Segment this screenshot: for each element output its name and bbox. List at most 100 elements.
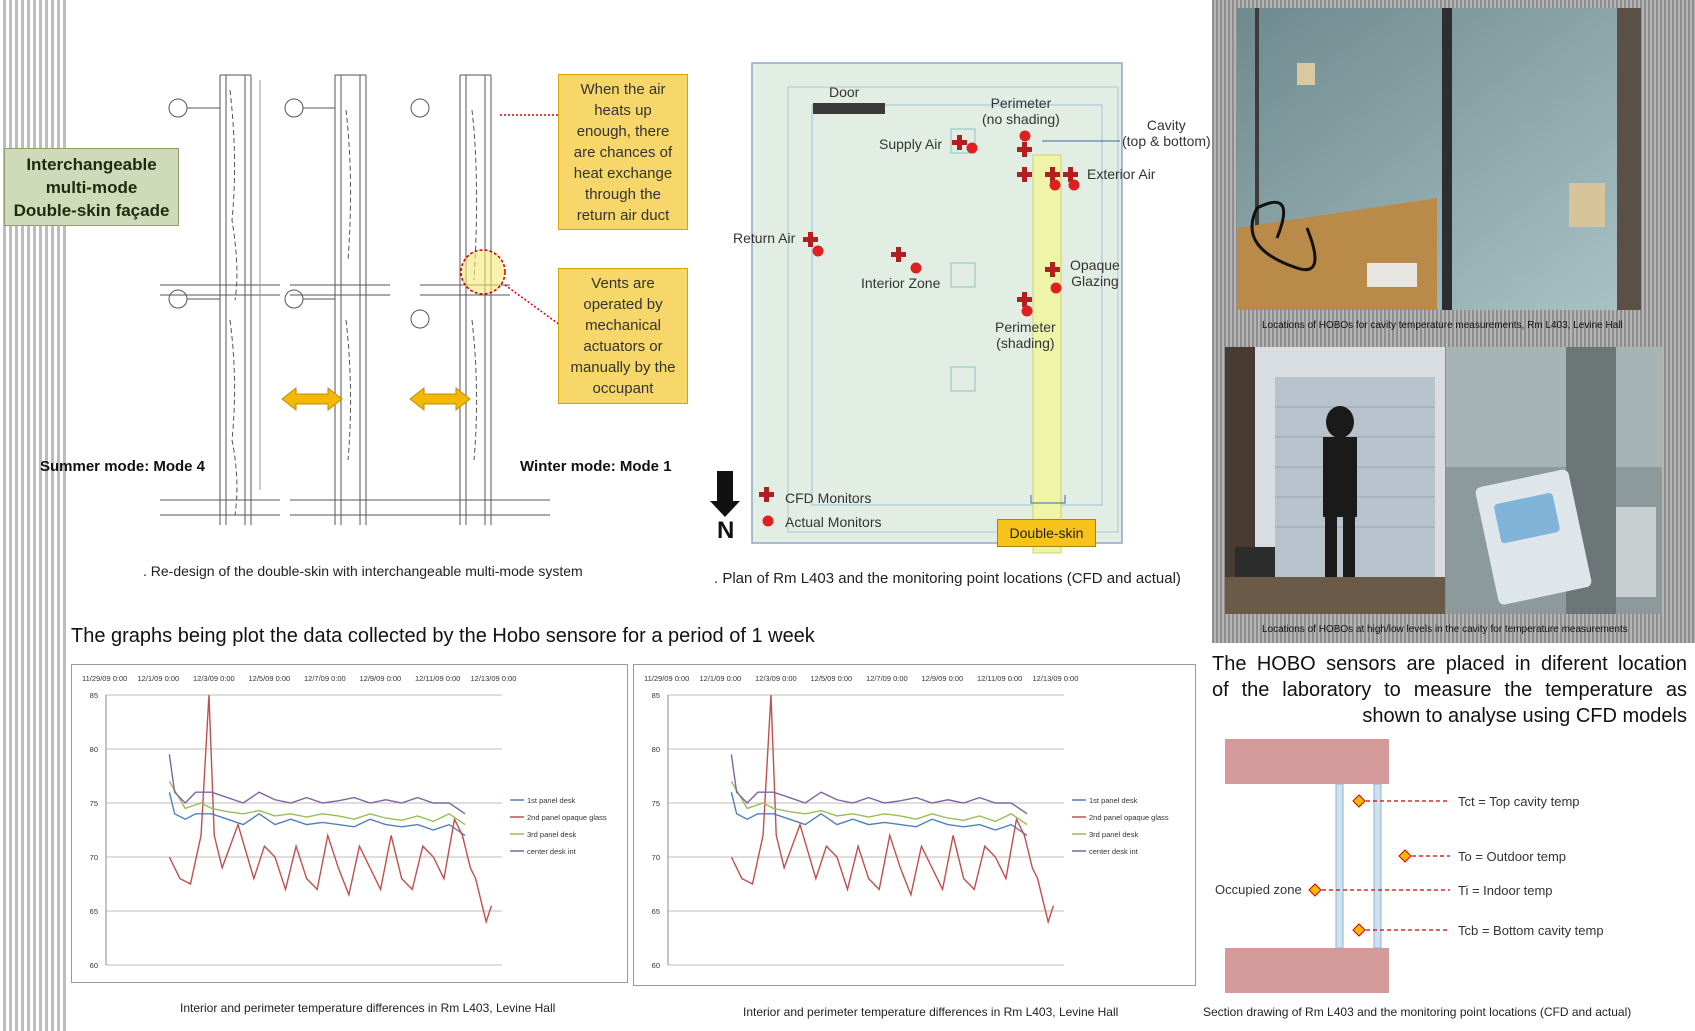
chart-box-2: 85 80 75 70 65 60 11/29/09 0:00 12/1/09 0:00 12/… (633, 664, 1196, 986)
y-tick-label: 75 (90, 799, 98, 808)
label-line: Opaque (1070, 257, 1120, 273)
section-drawing (1225, 739, 1450, 993)
sensor-markers (1308, 794, 1412, 937)
x-tick-label: 12/11/09 0:00 (415, 674, 460, 683)
y-tick-label: 80 (90, 745, 98, 754)
legend-entry: 1st panel desk (527, 796, 576, 805)
series-line (730, 694, 1055, 925)
callout-line: heat exchange (573, 164, 673, 182)
x-tick-label: 12/5/09 0:00 (811, 674, 853, 683)
y-tick-label: 60 (652, 961, 660, 970)
room-plan (710, 62, 1123, 554)
hobo-text-line: The HOBO sensors are placed in diferent … (1212, 653, 1687, 675)
plan-perimeter-no-shading: Perimeter (no shading) (982, 95, 1060, 127)
label-tct: Tct = Top cavity temp (1458, 794, 1580, 809)
chart-caption-2: Interior and perimeter temperature diffe… (743, 1005, 1119, 1019)
plan-opaque-glazing-label: Opaque Glazing (1070, 257, 1120, 289)
legend-actual-monitors: Actual Monitors (785, 514, 882, 530)
y-tick-label: 65 (90, 907, 98, 916)
callout-heat-exchange: When the air heats up enough, there are … (558, 74, 688, 230)
x-tick-label: 12/1/09 0:00 (138, 674, 180, 683)
y-tick-label: 85 (90, 691, 98, 700)
callout-line: Vents are (591, 275, 655, 292)
x-tick-label: 12/13/09 0:00 (1033, 674, 1079, 683)
y-tick-label: 60 (90, 961, 98, 970)
temperature-chart-2: 85 80 75 70 65 60 11/29/09 0:00 12/1/09 0:00 12/… (644, 674, 1169, 970)
x-tick-label: 11/29/09 0:00 (644, 674, 689, 683)
y-tick-label: 75 (652, 799, 660, 808)
x-tick-label: 12/11/09 0:00 (977, 674, 1022, 683)
plan-interior-zone-label: Interior Zone (861, 275, 941, 291)
photo-cavity-sensors (1237, 8, 1641, 310)
double-arrow-icon (409, 386, 471, 412)
section-caption: Section drawing of Rm L403 and the monit… (1203, 1005, 1632, 1019)
legend-cfd-monitors: CFD Monitors (785, 490, 872, 506)
photo-person-at-window (1225, 347, 1445, 614)
plan-caption: . Plan of Rm L403 and the monitoring poi… (714, 570, 1181, 587)
x-tick-label: 11/29/09 0:00 (82, 674, 127, 683)
x-tick-label: 12/3/09 0:00 (755, 674, 797, 683)
label-tcb: Tcb = Bottom cavity temp (1458, 923, 1604, 938)
plan-return-air-label: Return Air (733, 230, 796, 246)
photo-caption-bottom: Locations of HOBOs at high/low levels in… (1262, 624, 1628, 635)
callout-line: return air duct (576, 206, 670, 224)
facade-caption: . Re-design of the double-skin with inte… (143, 563, 583, 579)
facade-section-summer (160, 74, 280, 525)
plan-supply-air-label: Supply Air (879, 136, 943, 152)
x-tick-label: 12/7/09 0:00 (304, 674, 346, 683)
winter-mode-label: Winter mode: Mode 1 (520, 458, 672, 475)
plan-cavity-label: Cavity (top & bottom) (1122, 117, 1211, 149)
hobo-text-line: of the laboratory to measure the tempera… (1212, 679, 1687, 701)
x-tick-label: 12/13/09 0:00 (471, 674, 517, 683)
series-line (730, 781, 1028, 826)
y-tick-label: 65 (652, 907, 660, 916)
legend-entry: 1st panel desk (1089, 796, 1138, 805)
callout-line: manually by the (570, 359, 676, 376)
summer-mode-label: Summer mode: Mode 4 (40, 458, 206, 475)
photo-logger-closeup (1446, 347, 1662, 614)
series-line (168, 792, 466, 836)
label-line: (shading) (996, 335, 1055, 351)
series-line (168, 781, 466, 826)
double-arrow-icon (281, 386, 343, 412)
cfd-monitor-markers (759, 135, 1078, 502)
label-line: (no shading) (982, 111, 1060, 127)
callout-line: operated by (583, 296, 663, 313)
callout-line: enough, there (576, 122, 670, 140)
label-line: Glazing (1071, 273, 1119, 289)
callout-line: are chances of (573, 143, 673, 161)
label-line: Perimeter (995, 319, 1056, 335)
facade-label-line: Double-skin façade (13, 200, 170, 220)
series-line (730, 792, 1028, 836)
x-tick-label: 12/7/09 0:00 (866, 674, 908, 683)
legend-entry: center desk int (527, 847, 577, 856)
series-line (168, 754, 466, 815)
x-tick-label: 12/9/09 0:00 (360, 674, 402, 683)
double-skin-zone (1032, 154, 1062, 554)
facade-label-box: Interchangeable multi-mode Double-skin f… (4, 148, 179, 226)
facade-label-line: Interchangeable (26, 154, 157, 174)
label-line: Perimeter (990, 95, 1052, 111)
series-line (168, 694, 493, 925)
facade-sections-drawing (160, 74, 560, 525)
label-line: Cavity (1146, 117, 1186, 133)
y-tick-label: 70 (652, 853, 660, 862)
y-tick-label: 80 (652, 745, 660, 754)
label-to: To = Outdoor temp (1458, 849, 1567, 864)
series-line (730, 754, 1028, 815)
x-tick-label: 12/5/09 0:00 (249, 674, 291, 683)
actual-monitor-markers (762, 130, 1080, 527)
legend-entry: center desk int (1089, 847, 1139, 856)
north-arrow-icon (710, 471, 740, 517)
callout-line: occupant (592, 380, 654, 397)
chart-box-1: 85 80 75 70 65 60 11/29/09 0:00 12/1/09 0:00 12/… (71, 664, 628, 983)
plan-door-label: Door (829, 84, 860, 100)
legend-entry: 2nd panel opaque glass (1089, 813, 1169, 822)
chart-caption-1: Interior and perimeter temperature diffe… (180, 1001, 556, 1015)
x-tick-label: 12/3/09 0:00 (193, 674, 235, 683)
charts-title: The graphs being plot the data collected… (71, 625, 815, 647)
callout-line: heats up (594, 101, 652, 119)
door-icon (813, 103, 885, 114)
north-label: N (717, 517, 735, 544)
double-skin-badge: Double-skin (997, 519, 1096, 547)
